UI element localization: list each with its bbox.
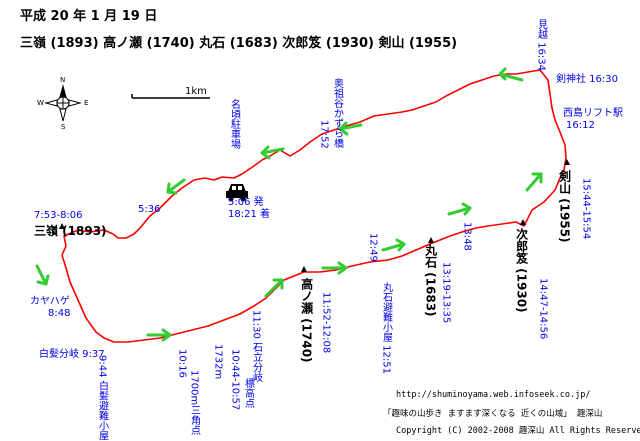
time-hyoko: 10:44-10:57 [229,349,241,411]
time-12-49: 12:49 [367,233,379,262]
time-5-36: 5:36 [138,204,161,215]
time-takanose: 11:52-12:08 [320,292,332,354]
hiking-route-line [61,69,567,343]
footer-site-title: 「趣味の山歩き ますます深くなる 近くの山域」 趣深山 [383,409,603,419]
time-sanrei: 7:53-8:06 [34,210,83,221]
peak-marker-maruishi [428,237,434,243]
peak-marker-jirogyu [520,219,526,225]
waypoint-1732m: 1732m [212,344,224,380]
direction-arrow-icon [146,328,172,342]
peak-marker-takanose [301,266,307,272]
waypoint-nishijima: 西島リフト駅 [563,108,623,119]
direction-arrow-icon [447,202,472,216]
time-tsurugi: 15:44-15:54 [580,178,592,240]
waypoint-kayahage: カヤハゲ [30,296,70,307]
peak-marker-sanrei [59,223,65,229]
compass-west-label: W [37,99,44,107]
waypoint-maruishi-hut: 丸石避難小屋 12:51 [380,282,392,374]
direction-arrow-icon [260,145,285,160]
time-ishidate: 11:30 石立分岐 [250,310,262,382]
waypoint-mikoshi: 見越 16:34 [535,19,547,71]
time-shiraga-hut: 9:44 白髪避難小屋 [96,355,108,441]
scale-label: 1km [185,86,207,97]
footer-url[interactable]: http://shuminoyama.web.infoseek.co.jp/ [396,390,591,400]
route-summary: 三嶺 (1893) 高ノ瀬 (1740) 丸石 (1683) 次郎笈 (1930… [20,36,458,51]
direction-arrow-icon [264,278,284,298]
time-maruishi: 13:19-13:35 [440,262,452,324]
time-arrive: 18:21 着 [228,209,270,220]
hike-date: 平成 20 年 1 月 19 日 [20,9,158,24]
compass-rose-icon [44,84,82,122]
time-shiraga-bunki: 白髪分岐 9:37 [39,349,105,360]
peak-label-jirogyu: 次郎笈 (1930) [514,228,529,313]
direction-arrow-icon [381,238,406,252]
time-nishijima: 16:12 [566,120,595,131]
waypoint-tri: 1700m三角点 [188,370,200,436]
time-tri: 10:16 [176,349,188,378]
time-jirogyu: 14:47-14:56 [537,278,549,340]
car-icon [226,184,248,202]
time-13-48: 13:48 [461,222,473,251]
peak-label-sanrei: 三嶺 (1893) [34,224,107,238]
compass-east-label: E [84,99,89,107]
direction-arrow-icon [338,121,363,136]
peak-label-maruishi: 丸石 (1683) [423,244,438,317]
direction-arrow-icon [35,264,50,286]
compass-south-label: S [61,123,66,131]
peak-marker-tsurugi [564,159,570,165]
waypoint-hyoko: 標高点 [242,378,254,408]
compass-north-label: N [60,76,66,84]
direction-arrow-icon [525,172,543,192]
direction-arrow-icon [498,67,524,82]
peak-label-takanose: 高ノ瀬 (1740) [299,278,314,363]
time-kazurabashi: 17:52 [318,120,330,149]
time-kayahage: 8:48 [48,308,71,319]
scale-bar [131,94,210,99]
waypoint-jinja: 剣神社 16:30 [556,74,618,85]
peak-label-tsurugi: 剣山 (1955) [557,170,572,243]
direction-arrow-icon [321,261,348,275]
footer-copyright: Copyright (C) 2002-2008 趣深山 All Rights R… [396,426,640,436]
time-depart: 5:06 発 [228,197,264,208]
waypoint-parking: 名頃駐車場 [228,99,240,149]
direction-arrow-icon [166,178,186,195]
waypoint-kazurabashi: 奥祖谷かずら橋 [331,78,343,148]
